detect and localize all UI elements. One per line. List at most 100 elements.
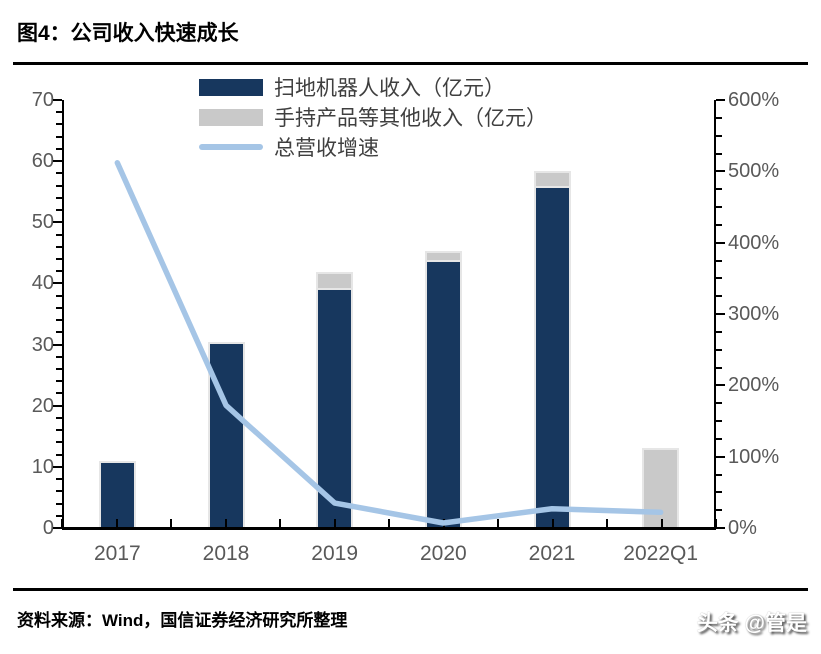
y-axis-right-tick xyxy=(716,420,722,422)
y-axis-left-tick xyxy=(53,404,62,407)
y-axis-right-tick xyxy=(716,455,725,458)
x-axis-tick xyxy=(61,519,63,528)
x-axis-tick xyxy=(115,519,118,528)
y-axis-right-tick xyxy=(716,384,725,387)
x-axis-tick xyxy=(551,519,554,528)
bar-segment-2020 xyxy=(424,260,462,528)
y-axis-right-tick xyxy=(716,348,722,351)
y-axis-left-tick xyxy=(56,331,62,334)
y-axis-left-tick xyxy=(56,392,62,395)
legend-item-1: 扫地机器人收入（亿元） xyxy=(199,74,547,100)
y-axis-right-tick xyxy=(716,527,725,529)
footer-divider-line xyxy=(13,588,808,591)
y-axis-left-tick xyxy=(53,343,62,346)
y-axis-left-tick xyxy=(53,99,62,101)
chart-legend: 扫地机器人收入（亿元） 手持产品等其他收入（亿元） 总营收增速 xyxy=(199,74,547,160)
y-axis-left-tick xyxy=(56,514,62,517)
y-axis-left-tick xyxy=(56,416,62,419)
y-axis-left-tick-label: 30 xyxy=(31,333,54,356)
bar-segment-2020 xyxy=(424,251,462,261)
y-axis-left-tick xyxy=(56,355,62,358)
y-axis-right-tick xyxy=(716,206,722,208)
watermark: 头条 @管是 xyxy=(696,612,807,635)
x-axis-tick xyxy=(388,519,390,528)
y-axis-left-tick xyxy=(56,172,62,175)
y-axis-right-tick xyxy=(716,152,722,155)
y-axis-left-tick xyxy=(56,196,62,199)
y-axis-right-tick xyxy=(716,491,722,494)
y-axis-right-tick-label: 300% xyxy=(728,303,780,325)
x-axis-tick xyxy=(497,519,499,528)
y-axis-left-tick xyxy=(56,123,62,126)
bar-segment-2017 xyxy=(98,460,136,528)
legend-label: 扫地机器人收入（亿元） xyxy=(274,77,505,100)
y-axis-left-tick xyxy=(56,147,62,150)
y-axis-right-tick xyxy=(716,170,725,173)
y-axis-right-line xyxy=(714,100,716,530)
y-axis-right-tick-label: 500% xyxy=(728,160,780,183)
y-axis-left-tick xyxy=(53,282,62,285)
y-axis-left-tick xyxy=(56,380,62,383)
y-axis-left-tick xyxy=(53,465,62,468)
growth-rate-line xyxy=(114,160,664,526)
x-axis-tick xyxy=(715,519,717,528)
x-axis-tick xyxy=(333,519,336,528)
x-axis-label: 2020 xyxy=(419,542,467,565)
y-axis-left-tick xyxy=(56,294,62,297)
y-axis-right-tick xyxy=(716,99,725,101)
legend-label: 手持产品等其他收入（亿元） xyxy=(274,107,547,130)
y-axis-right-tick-label: 400% xyxy=(728,231,780,254)
y-axis-left-tick-label: 70 xyxy=(31,89,54,111)
y-axis-left-tick xyxy=(56,233,62,236)
legend-line-swatch-icon xyxy=(199,144,263,150)
x-axis-label: 2019 xyxy=(311,542,359,565)
y-axis-left-line xyxy=(62,100,64,530)
y-axis-left-tick-label: 60 xyxy=(31,150,54,173)
y-axis-left-tick xyxy=(56,306,62,309)
y-axis-left-tick xyxy=(56,209,62,212)
legend-item-2: 手持产品等其他收入（亿元） xyxy=(199,104,547,130)
y-axis-right-tick xyxy=(716,366,722,369)
y-axis-left-tick xyxy=(56,490,62,493)
source-note: 资料来源：Wind，国信证券经济研究所整理 xyxy=(17,611,348,630)
y-axis-right-tick xyxy=(716,116,722,119)
x-axis-tick xyxy=(606,519,608,528)
y-axis-left-tick xyxy=(56,368,62,371)
bar-segment-2021 xyxy=(533,170,571,187)
y-axis-left-tick-label: 40 xyxy=(31,272,54,295)
y-axis-left-tick-label: 10 xyxy=(31,455,54,478)
y-axis-left-tick xyxy=(56,270,62,273)
y-axis-left-tick-label: 0 xyxy=(42,517,54,539)
y-axis-left-tick xyxy=(53,527,62,529)
y-axis-right-tick xyxy=(716,295,722,298)
y-axis-left-tick xyxy=(56,111,62,114)
legend-label: 总营收增速 xyxy=(274,137,379,160)
y-axis-right-tick xyxy=(716,330,722,333)
y-axis-right-tick-label: 100% xyxy=(728,445,780,468)
x-axis-label: 2017 xyxy=(93,542,141,565)
x-axis-line xyxy=(62,527,716,530)
y-axis-right-tick-label: 0% xyxy=(728,517,757,539)
title-divider-line xyxy=(13,62,808,65)
y-axis-right-tick-label: 600% xyxy=(728,89,780,111)
y-axis-left-tick xyxy=(56,135,62,138)
y-axis-left-tick xyxy=(56,429,62,432)
y-axis-right-tick xyxy=(716,277,722,280)
y-axis-left-tick xyxy=(56,478,62,481)
legend-bar-swatch-icon xyxy=(199,108,263,126)
y-axis-left-tick xyxy=(56,441,62,444)
legend-item-3: 总营收增速 xyxy=(199,134,547,160)
bar-segment-2021 xyxy=(533,186,571,528)
y-axis-left-tick xyxy=(56,319,62,322)
y-axis-left-tick-label: 50 xyxy=(31,211,54,234)
y-axis-left-tick xyxy=(53,160,62,163)
y-axis-right-tick xyxy=(716,188,722,191)
y-axis-left-tick xyxy=(56,502,62,505)
chart-title: 图4：公司收入快速成长 xyxy=(17,22,239,45)
x-axis-tick xyxy=(170,519,172,528)
bar-segment-2019 xyxy=(316,271,354,288)
x-axis-tick xyxy=(660,519,663,528)
y-axis-left-tick-label: 20 xyxy=(31,394,54,417)
y-axis-right-tick xyxy=(716,313,725,315)
